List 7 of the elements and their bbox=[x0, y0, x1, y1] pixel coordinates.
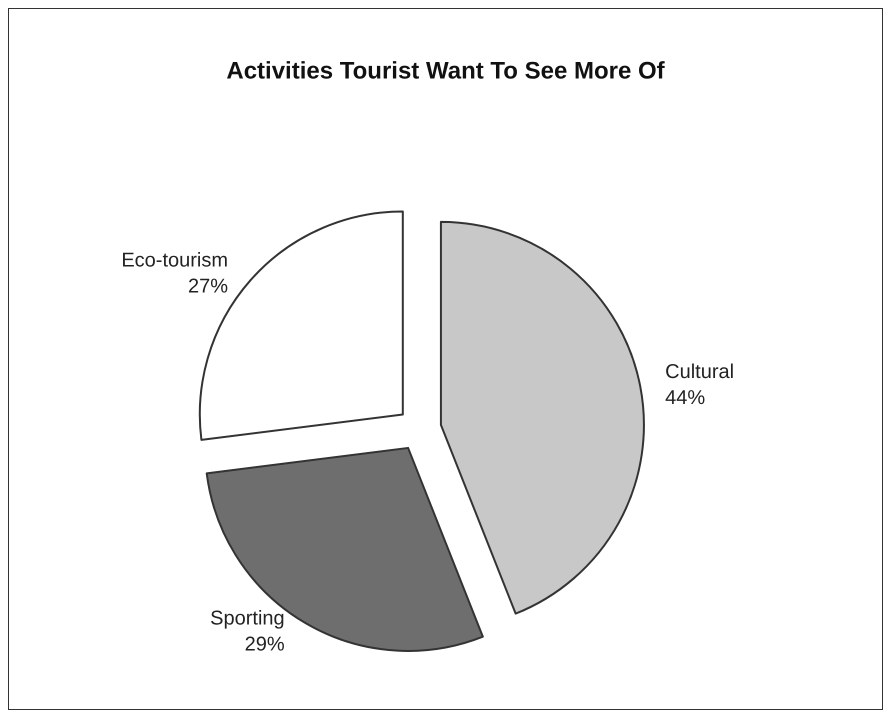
slice-label: Sporting bbox=[210, 607, 285, 630]
slice-label: Eco-tourism bbox=[121, 250, 228, 272]
data-label: 44% bbox=[665, 386, 706, 409]
data-label: 27% bbox=[188, 276, 228, 298]
slice-label: Cultural bbox=[665, 360, 734, 383]
data-label: 29% bbox=[244, 633, 285, 656]
chart-title: Activities Tourist Want To See More Of bbox=[226, 58, 666, 84]
